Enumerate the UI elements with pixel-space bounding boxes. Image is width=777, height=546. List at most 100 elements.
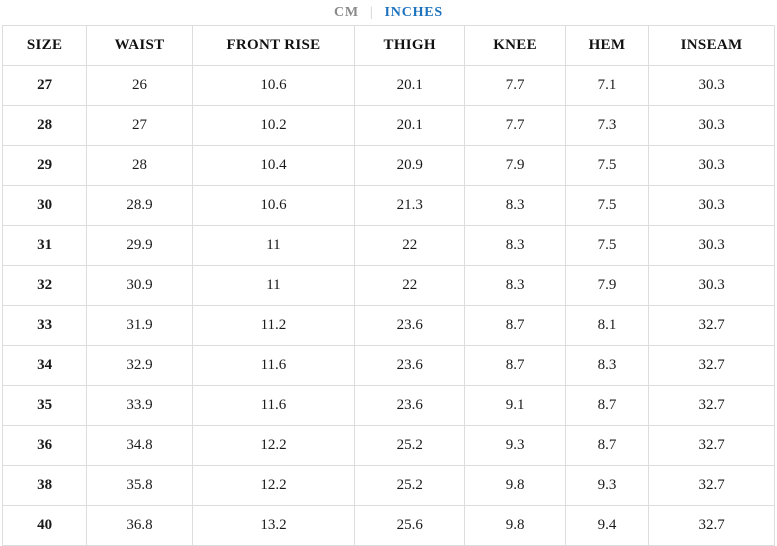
- unit-separator: |: [369, 4, 374, 20]
- value-cell: 7.5: [564, 225, 650, 266]
- value-cell: 11.6: [191, 345, 356, 386]
- value-cell: 27: [86, 105, 193, 146]
- value-cell: 30.3: [648, 105, 775, 146]
- value-cell: 12.2: [191, 465, 356, 506]
- value-cell: 34.8: [86, 425, 193, 466]
- value-cell: 9.1: [464, 385, 566, 426]
- unit-cm-button[interactable]: CM: [333, 4, 359, 20]
- size-cell: 31: [1, 225, 88, 266]
- value-cell: 23.6: [353, 345, 466, 386]
- value-cell: 28: [86, 145, 193, 186]
- value-cell: 8.7: [464, 345, 566, 386]
- value-cell: 25.6: [353, 505, 466, 546]
- value-cell: 11: [191, 265, 356, 306]
- value-cell: 8.7: [564, 385, 650, 426]
- size-cell: 30: [1, 185, 88, 226]
- value-cell: 10.4: [191, 145, 356, 186]
- column-header: FRONT RISE: [191, 25, 356, 66]
- size-cell: 29: [1, 145, 88, 186]
- column-header: HEM: [564, 25, 650, 66]
- value-cell: 22: [353, 265, 466, 306]
- value-cell: 32.9: [86, 345, 193, 386]
- table-row: 36 34.8 12.2 25.2 9.3 8.7 32.7: [1, 425, 775, 466]
- value-cell: 10.2: [191, 105, 356, 146]
- value-cell: 32.7: [648, 345, 775, 386]
- value-cell: 30.3: [648, 225, 775, 266]
- value-cell: 8.7: [464, 305, 566, 346]
- column-header: KNEE: [464, 25, 566, 66]
- unit-toggle: CM | INCHES: [0, 0, 777, 25]
- size-cell: 35: [1, 385, 88, 426]
- value-cell: 36.8: [86, 505, 193, 546]
- table-row: 33 31.9 11.2 23.6 8.7 8.1 32.7: [1, 305, 775, 346]
- size-cell: 38: [1, 465, 88, 506]
- value-cell: 31.9: [86, 305, 193, 346]
- value-cell: 11.2: [191, 305, 356, 346]
- column-header: WAIST: [86, 25, 193, 66]
- value-cell: 35.8: [86, 465, 193, 506]
- table-row: 27 26 10.6 20.1 7.7 7.1 30.3: [1, 65, 775, 106]
- table-row: 28 27 10.2 20.1 7.7 7.3 30.3: [1, 105, 775, 146]
- value-cell: 30.3: [648, 265, 775, 306]
- value-cell: 25.2: [353, 465, 466, 506]
- table-row: 29 28 10.4 20.9 7.9 7.5 30.3: [1, 145, 775, 186]
- table-row: 32 30.9 11 22 8.3 7.9 30.3: [1, 265, 775, 306]
- value-cell: 7.9: [464, 145, 566, 186]
- value-cell: 8.3: [464, 185, 566, 226]
- column-header: THIGH: [353, 25, 466, 66]
- value-cell: 9.3: [564, 465, 650, 506]
- column-header: SIZE: [1, 25, 88, 66]
- value-cell: 10.6: [191, 185, 356, 226]
- value-cell: 20.9: [353, 145, 466, 186]
- table-row: 31 29.9 11 22 8.3 7.5 30.3: [1, 225, 775, 266]
- size-cell: 34: [1, 345, 88, 386]
- value-cell: 32.7: [648, 465, 775, 506]
- value-cell: 8.3: [564, 345, 650, 386]
- size-cell: 28: [1, 105, 88, 146]
- value-cell: 9.3: [464, 425, 566, 466]
- value-cell: 9.8: [464, 505, 566, 546]
- value-cell: 29.9: [86, 225, 193, 266]
- value-cell: 28.9: [86, 185, 193, 226]
- value-cell: 32.7: [648, 425, 775, 466]
- value-cell: 23.6: [353, 385, 466, 426]
- size-cell: 33: [1, 305, 88, 346]
- size-chart-table: SIZE WAIST FRONT RISE THIGH KNEE HEM INSEAM 27…: [1, 25, 775, 546]
- value-cell: 20.1: [353, 65, 466, 106]
- table-row: 30 28.9 10.6 21.3 8.3 7.5 30.3: [1, 185, 775, 226]
- value-cell: 7.7: [464, 65, 566, 106]
- value-cell: 7.1: [564, 65, 650, 106]
- value-cell: 30.3: [648, 145, 775, 186]
- value-cell: 23.6: [353, 305, 466, 346]
- value-cell: 25.2: [353, 425, 466, 466]
- value-cell: 12.2: [191, 425, 356, 466]
- size-cell: 32: [1, 265, 88, 306]
- value-cell: 9.8: [464, 465, 566, 506]
- size-cell: 36: [1, 425, 88, 466]
- column-header: INSEAM: [648, 25, 775, 66]
- table-row: 35 33.9 11.6 23.6 9.1 8.7 32.7: [1, 385, 775, 426]
- value-cell: 7.3: [564, 105, 650, 146]
- value-cell: 33.9: [86, 385, 193, 426]
- value-cell: 8.7: [564, 425, 650, 466]
- table-body: 27 26 10.6 20.1 7.7 7.1 30.3 28 27 10.2 20.1 7.7 7.3…: [1, 65, 775, 546]
- value-cell: 20.1: [353, 105, 466, 146]
- value-cell: 26: [86, 65, 193, 106]
- table-row: 34 32.9 11.6 23.6 8.7 8.3 32.7: [1, 345, 775, 386]
- value-cell: 32.7: [648, 505, 775, 546]
- value-cell: 21.3: [353, 185, 466, 226]
- value-cell: 22: [353, 225, 466, 266]
- value-cell: 8.3: [464, 225, 566, 266]
- value-cell: 11.6: [191, 385, 356, 426]
- size-cell: 40: [1, 505, 88, 546]
- value-cell: 8.1: [564, 305, 650, 346]
- value-cell: 11: [191, 225, 356, 266]
- unit-inches-button[interactable]: INCHES: [384, 4, 444, 20]
- value-cell: 8.3: [464, 265, 566, 306]
- table-header-row: SIZE WAIST FRONT RISE THIGH KNEE HEM INSEAM: [1, 25, 775, 66]
- value-cell: 30.3: [648, 185, 775, 226]
- value-cell: 13.2: [191, 505, 356, 546]
- value-cell: 32.7: [648, 305, 775, 346]
- value-cell: 7.5: [564, 145, 650, 186]
